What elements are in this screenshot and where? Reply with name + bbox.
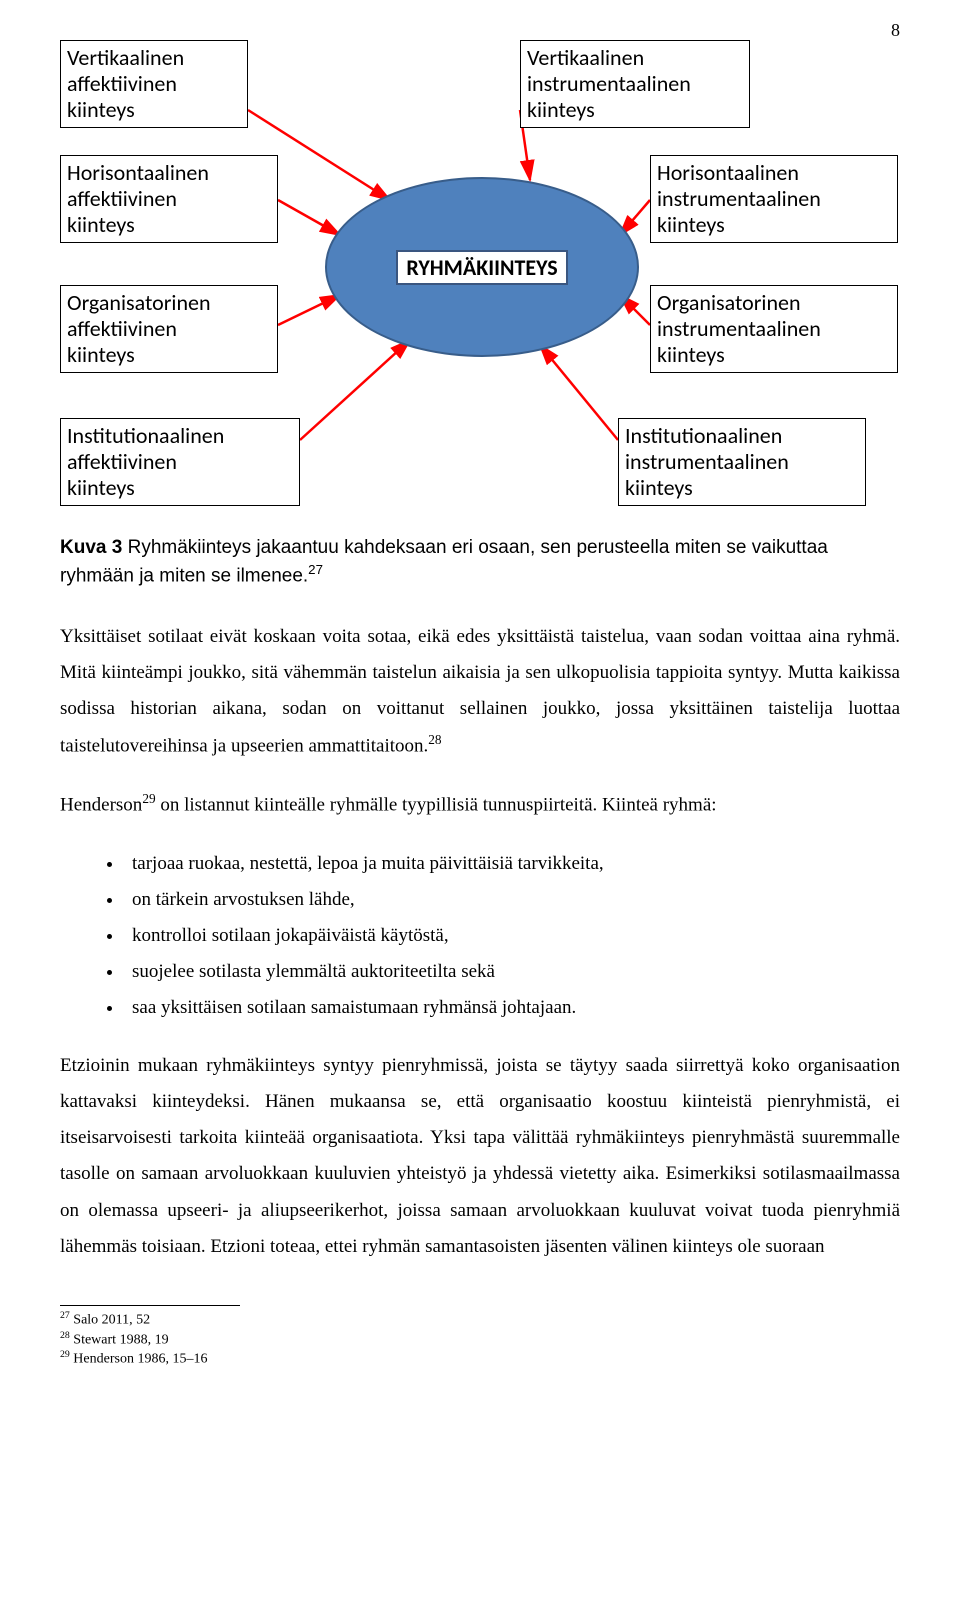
para1-text: Yksittäiset sotilaat eivät koskaan voita… (60, 626, 900, 757)
footnote: 29 Henderson 1986, 15–16 (60, 1349, 900, 1369)
para2-rest: on listannut kiinteälle ryhmälle tyypill… (156, 795, 717, 816)
para2-lead: Henderson (60, 795, 142, 816)
box-organizational-affective: Organisatorinenaffektiivinenkiinteys (60, 285, 278, 373)
center-ellipse: RYHMÄKIINTEYS (325, 177, 639, 357)
paragraph-3: Etzioinin mukaan ryhmäkiinteys syntyy pi… (60, 1048, 900, 1265)
list-item: tarjoaa ruokaa, nestettä, lepoa ja muita… (124, 846, 900, 882)
center-label: RYHMÄKIINTEYS (396, 250, 567, 285)
footnote: 27 Salo 2011, 52 (60, 1310, 900, 1330)
box-organizational-instrumental: Organisatorineninstrumentaalinenkiinteys (650, 285, 898, 373)
box-horizontal-affective: Horisontaalinenaffektiivinenkiinteys (60, 155, 278, 243)
para1-sup: 28 (428, 732, 441, 747)
paragraph-1: Yksittäiset sotilaat eivät koskaan voita… (60, 619, 900, 765)
footnote-rule (60, 1305, 240, 1306)
list-item: kontrolloi sotilaan jokapäiväistä käytös… (124, 918, 900, 954)
caption-sup: 27 (308, 562, 323, 577)
cohesion-diagram: RYHMÄKIINTEYS Vertikaalinenaffektiivinen… (60, 40, 900, 515)
caption-rest: Ryhmäkiinteys jakaantuu kahdeksaan eri o… (60, 537, 828, 586)
page-number: 8 (891, 20, 900, 41)
bullet-list: tarjoaa ruokaa, nestettä, lepoa ja muita… (88, 846, 900, 1026)
box-institutional-affective: Institutionaalinenaffektiivinenkiinteys (60, 418, 300, 506)
list-item: suojelee sotilasta ylemmältä auktoriteet… (124, 954, 900, 990)
caption-lead: Kuva 3 (60, 537, 122, 558)
box-vertical-instrumental: Vertikaalineninstrumentaalinenkiinteys (520, 40, 750, 128)
box-horizontal-instrumental: Horisontaalineninstrumentaalinenkiinteys (650, 155, 898, 243)
box-vertical-affective: Vertikaalinenaffektiivinenkiinteys (60, 40, 248, 128)
para2-sup: 29 (142, 791, 155, 806)
box-institutional-instrumental: Institutionaalineninstrumentaalinenkiint… (618, 418, 866, 506)
footnote: 28 Stewart 1988, 19 (60, 1330, 900, 1350)
list-item: saa yksittäisen sotilaan samaistumaan ry… (124, 990, 900, 1026)
figure-caption: Kuva 3 Ryhmäkiinteys jakaantuu kahdeksaa… (60, 535, 900, 589)
footnotes-block: 27 Salo 2011, 5228 Stewart 1988, 1929 He… (60, 1310, 900, 1370)
list-item: on tärkein arvostuksen lähde, (124, 882, 900, 918)
paragraph-2: Henderson29 on listannut kiinteälle ryhm… (60, 786, 900, 823)
